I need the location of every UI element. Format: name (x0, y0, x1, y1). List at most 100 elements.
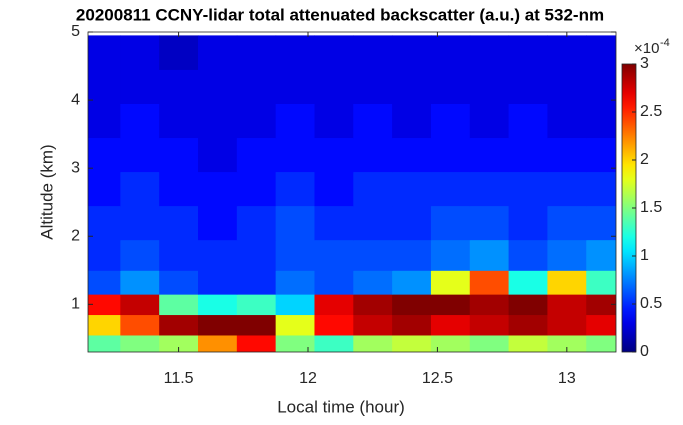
heatmap-cell (198, 69, 238, 104)
heatmap-cell (120, 205, 160, 241)
heatmap-cell (469, 35, 510, 70)
heatmap-cell (547, 69, 587, 104)
heatmap-cell (469, 205, 510, 241)
heatmap-cell (392, 103, 432, 139)
heatmap-cell (275, 314, 315, 336)
heatmap-cell (547, 137, 587, 173)
heatmap-cell (586, 334, 616, 352)
heatmap-cell (508, 69, 548, 104)
heatmap-cell (275, 69, 315, 104)
heatmap-cell (198, 270, 238, 295)
colorbar-tick-label: 1.5 (640, 199, 662, 216)
heatmap-cell (275, 270, 315, 295)
heatmap-cell (508, 294, 548, 316)
x-tick-label: 12.5 (422, 370, 453, 387)
heatmap-cell (430, 171, 471, 207)
heatmap-cell (314, 171, 354, 207)
heatmap-cell (120, 334, 160, 352)
heatmap-cell (547, 205, 587, 241)
heatmap-cell (88, 239, 121, 271)
heatmap-cell (275, 239, 315, 271)
heatmap-cell (88, 334, 121, 352)
heatmap-cell (198, 239, 238, 271)
heatmap-cell (88, 171, 121, 207)
heatmap-cell (275, 103, 315, 139)
heatmap-cell (469, 239, 510, 271)
heatmap-cell (353, 137, 393, 173)
heatmap-cell (275, 171, 315, 207)
heatmap-cell (508, 334, 548, 352)
heatmap-cell (353, 103, 393, 139)
heatmap-cell (508, 270, 548, 295)
heatmap-cell (469, 137, 510, 173)
heatmap-cell (236, 314, 277, 336)
colorbar-tick-label: 1 (640, 247, 649, 264)
heatmap-cell (469, 69, 510, 104)
heatmap-cell (392, 35, 432, 70)
heatmap-cell (120, 294, 160, 316)
y-tick-label: 4 (71, 91, 80, 108)
heatmap-cell (159, 103, 199, 139)
heatmap-cell (314, 239, 354, 271)
heatmap-cell (236, 35, 277, 70)
heatmap-cell (88, 35, 121, 70)
heatmap-cell (586, 205, 616, 241)
heatmap-cell (430, 205, 471, 241)
heatmap-cell (275, 137, 315, 173)
colorbar-tick-label: 0.5 (640, 295, 662, 312)
heatmap-cell (120, 239, 160, 271)
heatmap-cell (586, 103, 616, 139)
heatmap-cell (392, 270, 432, 295)
y-tick-label: 5 (71, 23, 80, 40)
heatmap-cell (508, 205, 548, 241)
heatmap-cell (198, 137, 238, 173)
heatmap-cell (198, 171, 238, 207)
heatmap-cell (159, 334, 199, 352)
heatmap-cell (236, 205, 277, 241)
heatmap-cell (198, 35, 238, 70)
heatmap-cell (159, 294, 199, 316)
heatmap-cell (88, 294, 121, 316)
heatmap-cell (547, 314, 587, 336)
heatmap-cell (236, 294, 277, 316)
heatmap-cell (430, 334, 471, 352)
heatmap-cell (353, 205, 393, 241)
x-axis-label: Local time (hour) (277, 397, 405, 416)
heatmap-cell (430, 239, 471, 271)
heatmap-cell (547, 103, 587, 139)
heatmap-cell (120, 103, 160, 139)
heatmap-cell (353, 314, 393, 336)
colorbar-tick-label: 2 (640, 151, 649, 168)
heatmap-cell (392, 171, 432, 207)
heatmap-cell (469, 103, 510, 139)
heatmap-cell (430, 137, 471, 173)
heatmap-cell (314, 334, 354, 352)
heatmap-cell (236, 239, 277, 271)
heatmap-cell (314, 314, 354, 336)
colorbar-tick-label: 2.5 (640, 103, 662, 120)
heatmap-cell (586, 171, 616, 207)
heatmap-cell (314, 137, 354, 173)
heatmap-cell (236, 137, 277, 173)
heatmap-cell (236, 103, 277, 139)
heatmap-cell (586, 270, 616, 295)
heatmap-cell (586, 314, 616, 336)
x-tick-label: 11.5 (164, 370, 194, 387)
heatmap-cell (469, 294, 510, 316)
heatmap-cell (120, 137, 160, 173)
heatmap-cell (392, 334, 432, 352)
heatmap-cell (392, 205, 432, 241)
heatmap-cell (159, 205, 199, 241)
heatmap-cell (508, 137, 548, 173)
y-tick-label: 3 (71, 159, 80, 176)
heatmap-cell (469, 334, 510, 352)
heatmap-cell (469, 171, 510, 207)
heatmap-cell (508, 171, 548, 207)
heatmap-cell (198, 205, 238, 241)
heatmap-cell (275, 294, 315, 316)
heatmap-cell (392, 294, 432, 316)
heatmap-cell (392, 69, 432, 104)
heatmap-cell (353, 334, 393, 352)
y-tick-label: 2 (71, 227, 80, 244)
heatmap-cell (275, 334, 315, 352)
